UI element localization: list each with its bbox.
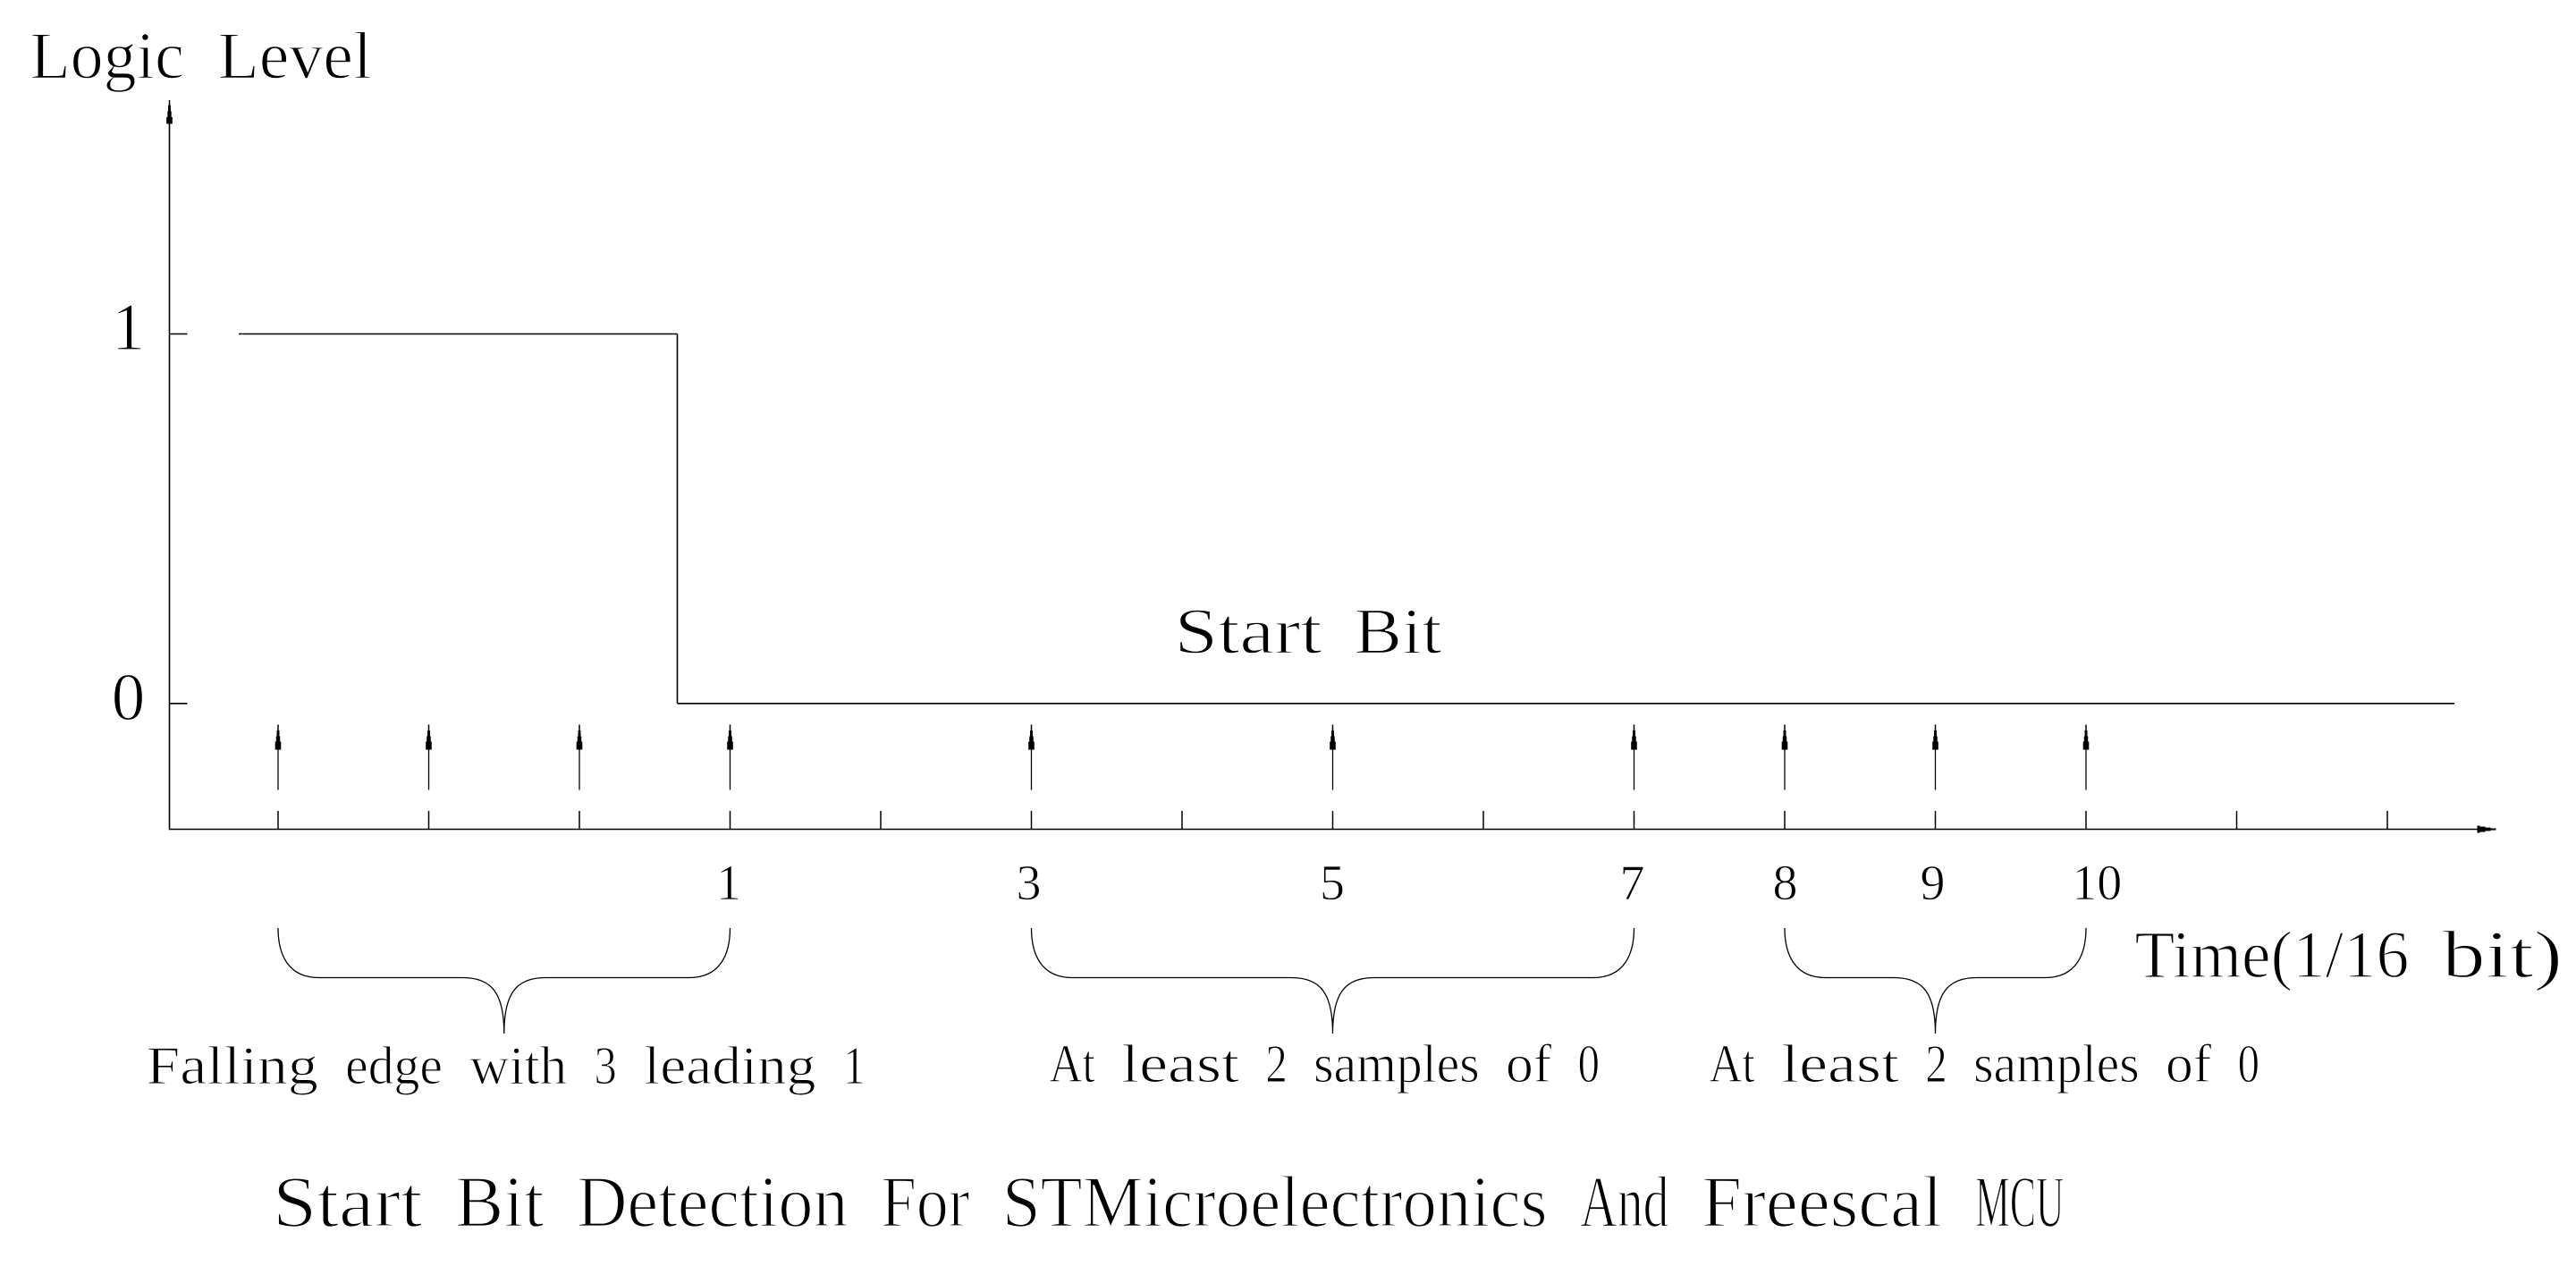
svg-text:5: 5 — [1320, 856, 1345, 911]
svg-text:MCU: MCU — [1975, 1161, 2065, 1243]
svg-text:Bit: Bit — [455, 1161, 545, 1243]
svg-text:3: 3 — [1017, 856, 1042, 911]
svg-text:of: of — [2166, 1034, 2211, 1093]
svg-text:7: 7 — [1620, 856, 1645, 911]
svg-text:0: 0 — [2238, 1034, 2259, 1093]
svg-text:least: least — [1781, 1034, 1899, 1093]
svg-text:Freescal: Freescal — [1702, 1161, 1943, 1243]
svg-text:2: 2 — [1265, 1034, 1287, 1093]
svg-text:of: of — [1506, 1034, 1551, 1093]
svg-text:Start: Start — [1175, 595, 1322, 668]
svg-text:1: 1 — [843, 1036, 866, 1095]
svg-text:And: And — [1580, 1161, 1669, 1243]
svg-text:1: 1 — [716, 856, 741, 911]
svg-text:At: At — [1050, 1034, 1096, 1093]
svg-text:0: 0 — [1578, 1034, 1600, 1093]
svg-text:bit): bit) — [2442, 918, 2563, 992]
svg-text:Start: Start — [273, 1161, 423, 1243]
svg-text:10: 10 — [2072, 856, 2122, 911]
svg-text:STMicroelectronics: STMicroelectronics — [1002, 1161, 1548, 1243]
svg-text:At: At — [1710, 1034, 1756, 1093]
svg-text:Time(1/16: Time(1/16 — [2135, 918, 2410, 992]
svg-text:edge: edge — [345, 1036, 443, 1095]
svg-text:Detection: Detection — [577, 1161, 849, 1243]
svg-text:2: 2 — [1925, 1034, 1947, 1093]
svg-text:Logic: Logic — [30, 20, 185, 94]
svg-text:samples: samples — [1973, 1034, 2140, 1093]
svg-text:3: 3 — [594, 1036, 616, 1095]
svg-text:For: For — [881, 1161, 970, 1243]
svg-text:least: least — [1121, 1034, 1239, 1093]
svg-text:leading: leading — [644, 1036, 815, 1095]
svg-text:samples: samples — [1313, 1034, 1480, 1093]
svg-text:9: 9 — [1921, 856, 1946, 911]
svg-text:Level: Level — [218, 20, 373, 94]
svg-text:8: 8 — [1773, 856, 1798, 911]
svg-text:1: 1 — [112, 291, 146, 365]
svg-text:0: 0 — [112, 661, 146, 735]
svg-text:Falling: Falling — [147, 1036, 318, 1095]
svg-text:with: with — [469, 1036, 567, 1095]
svg-text:Bit: Bit — [1355, 595, 1442, 668]
